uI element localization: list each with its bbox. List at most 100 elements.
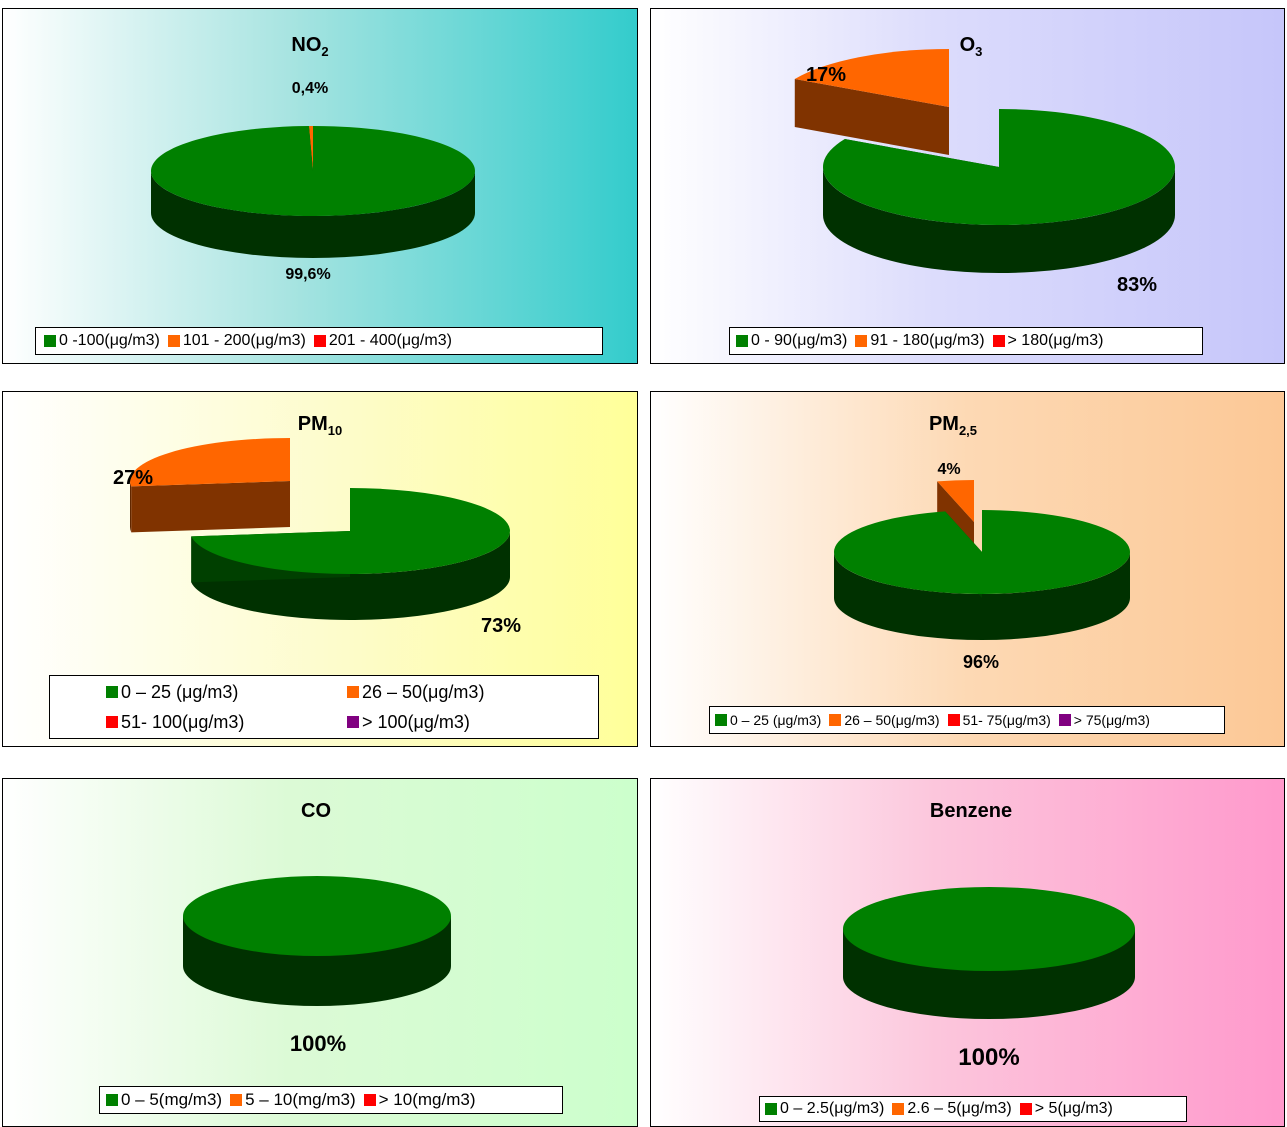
- chart-legend: 0 - 90(μg/m3) 91 - 180(μg/m3) > 180(μg/m3): [729, 327, 1203, 355]
- legend-label: 101 - 200(μg/m3): [182, 332, 306, 349]
- chart-panel-pm25: PM2,5 4% 96% 0 – 25 (μg/m3) 26 – 50(μg/m3…: [650, 391, 1285, 747]
- legend-item: 0 – 25 (μg/m3): [715, 712, 821, 728]
- legend-label: 0 – 25 (μg/m3): [121, 681, 239, 702]
- legend-label: 0 – 5(mg/m3): [121, 1090, 223, 1109]
- pie-slice-1: [794, 49, 949, 155]
- chart-legend: 0 -100(μg/m3) 101 - 200(μg/m3) 201 - 400(μ…: [35, 327, 603, 355]
- pie-slice-1: [130, 438, 290, 533]
- legend-swatch: [1058, 714, 1071, 726]
- legend-label: 0 – 25 (μg/m3): [730, 712, 822, 728]
- legend-item: 0 -100(μg/m3): [44, 332, 160, 350]
- legend-item: > 75(μg/m3): [1058, 712, 1150, 728]
- legend-item: 0 – 2.5(μg/m3): [765, 1100, 884, 1118]
- pie-chart-o3: O3 17% 83%: [794, 34, 1175, 296]
- data-label-0-5: 100%: [290, 1031, 346, 1056]
- pie-chart-pm10: PM10 27% 73%: [113, 413, 521, 637]
- pie-slice-0: [191, 488, 511, 620]
- legend-item: 26 – 50(μg/m3): [347, 682, 580, 703]
- chart-panel-pm10: PM10 27% 73% 0 – 25 (μg/m3) 26 – 50(μg/m3…: [2, 391, 638, 747]
- data-label-0-25: 96%: [963, 652, 999, 672]
- legend-label: > 75(μg/m3): [1073, 712, 1150, 728]
- legend-item: > 5(μg/m3): [1019, 1100, 1113, 1118]
- chart-panel-co: CO 100% 0 – 5(mg/m3) 5 – 10(mg/m3) > 10(mg…: [2, 778, 638, 1127]
- legend-label: 5 – 10(mg/m3): [245, 1090, 356, 1109]
- legend-swatch: [106, 1094, 118, 1106]
- chart-panel-benzene: Benzene 100% 0 – 2.5(μg/m3) 2.6 – 5(μg/m3…: [650, 778, 1285, 1127]
- legend-swatch: [313, 335, 326, 347]
- chart-title: CO: [301, 800, 331, 822]
- chart-title: Benzene: [930, 800, 1012, 822]
- legend-label: 26 – 50(μg/m3): [362, 681, 485, 702]
- legend-label: 0 - 90(μg/m3): [751, 332, 848, 349]
- data-label-0-100: 99,6%: [285, 266, 330, 283]
- legend-swatch: [347, 716, 359, 728]
- legend-item: 0 - 90(μg/m3): [736, 332, 847, 350]
- legend-item: 101 - 200(μg/m3): [167, 332, 306, 350]
- pie-chart-co: CO 100%: [183, 800, 451, 1056]
- legend-item: 26 – 50(μg/m3): [829, 712, 940, 728]
- data-label-0-90: 83%: [1117, 274, 1157, 296]
- legend-label: 91 - 180(μg/m3): [870, 332, 985, 349]
- chart-panel-o3: O3 17% 83% 0 - 90(μg/m3) 91 - 180(μg/m3) >…: [650, 8, 1285, 364]
- legend-swatch: [347, 686, 359, 698]
- pie-chart-no2: NO2 0,4% 99,6%: [150, 34, 475, 283]
- legend-swatch: [363, 1094, 376, 1106]
- legend-item: 51- 100(μg/m3): [106, 712, 339, 733]
- legend-swatch: [230, 1094, 243, 1106]
- chart-title: PM10: [298, 413, 342, 438]
- legend-swatch: [736, 335, 748, 347]
- legend-swatch: [855, 335, 868, 347]
- legend-label: > 5(μg/m3): [1034, 1100, 1113, 1117]
- legend-swatch: [106, 686, 118, 698]
- legend-label: 0 -100(μg/m3): [59, 332, 160, 349]
- legend-swatch: [829, 714, 842, 726]
- pie-slice-0: [183, 876, 451, 1006]
- data-label-26-50: 4%: [937, 461, 960, 478]
- legend-label: 2.6 – 5(μg/m3): [907, 1100, 1012, 1117]
- legend-item: 5 – 10(mg/m3): [230, 1090, 356, 1110]
- legend-item: 91 - 180(μg/m3): [855, 332, 985, 350]
- legend-item: 201 - 400(μg/m3): [313, 332, 452, 350]
- pie-slice-0: [150, 126, 475, 258]
- pie-slice-0: [843, 887, 1135, 1019]
- legend-swatch: [1019, 1103, 1032, 1115]
- legend-label: > 10(mg/m3): [378, 1090, 476, 1109]
- legend-label: 0 – 2.5(μg/m3): [780, 1100, 885, 1117]
- legend-label: 201 - 400(μg/m3): [328, 332, 452, 349]
- legend-label: 51- 75(μg/m3): [962, 712, 1051, 728]
- legend-swatch: [992, 335, 1005, 347]
- data-label-101-200: 0,4%: [292, 80, 328, 97]
- chart-panel-no2: NO2 0,4% 99,6% 0 -100(μg/m3) 101 - 200(μg…: [2, 8, 638, 364]
- chart-title: NO2: [291, 34, 328, 59]
- data-label-0-2-5: 100%: [958, 1044, 1019, 1071]
- legend-swatch: [167, 335, 180, 347]
- legend-swatch: [765, 1103, 777, 1115]
- legend-item: 0 – 25 (μg/m3): [106, 682, 339, 703]
- legend-swatch: [947, 714, 960, 726]
- legend-swatch: [106, 716, 118, 728]
- legend-item: > 180(μg/m3): [992, 332, 1104, 350]
- data-label-91-180: 17%: [806, 64, 846, 86]
- legend-label: > 180(μg/m3): [1007, 332, 1104, 349]
- chart-legend: 0 – 5(mg/m3) 5 – 10(mg/m3) > 10(mg/m3): [99, 1086, 563, 1114]
- legend-item: 51- 75(μg/m3): [947, 712, 1051, 728]
- legend-label: 26 – 50(μg/m3): [844, 712, 940, 728]
- chart-title: O3: [960, 34, 983, 59]
- legend-swatch: [715, 714, 727, 726]
- pie-slice-0: [823, 109, 1175, 273]
- data-label-0-25: 73%: [481, 615, 521, 637]
- legend-item: 2.6 – 5(μg/m3): [892, 1100, 1012, 1118]
- legend-swatch: [44, 335, 56, 347]
- chart-legend: 0 – 25 (μg/m3) 26 – 50(μg/m3) 51- 75(μg/m3…: [709, 706, 1225, 734]
- data-label-26-50: 27%: [113, 467, 153, 489]
- legend-swatch: [892, 1103, 905, 1115]
- chart-legend: 0 – 25 (μg/m3) 26 – 50(μg/m3) 51- 100(μg/m…: [49, 675, 599, 739]
- legend-item: > 100(μg/m3): [347, 712, 580, 733]
- legend-item: 0 – 5(mg/m3): [106, 1090, 222, 1110]
- legend-item: > 10(mg/m3): [363, 1090, 476, 1110]
- pie-slice-0: [834, 510, 1131, 640]
- pie-chart-benzene: Benzene 100%: [843, 800, 1135, 1071]
- pie-chart-pm25: PM2,5 4% 96%: [834, 413, 1131, 672]
- chart-title: PM2,5: [929, 413, 977, 438]
- chart-legend: 0 – 2.5(μg/m3) 2.6 – 5(μg/m3) > 5(μg/m3): [759, 1096, 1187, 1122]
